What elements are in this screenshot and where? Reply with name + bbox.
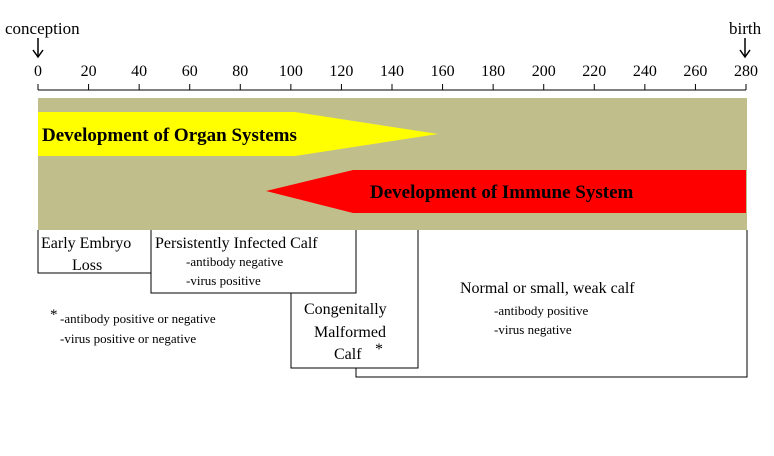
- axis-tick-label: 280: [734, 63, 758, 80]
- organ-systems-arrow: [38, 112, 438, 156]
- early-loss-box: [37, 230, 151, 274]
- axis-tick-label: 140: [380, 63, 404, 80]
- birth-label: birth: [729, 19, 762, 38]
- axis-tick-label: 120: [329, 63, 353, 80]
- malformed-box: [290, 230, 419, 369]
- malformed-line3: Calf: [334, 346, 362, 363]
- footnote-marker: *: [50, 307, 58, 323]
- early-loss-line2: Loss: [72, 257, 102, 274]
- immune-system-arrow: [266, 170, 746, 213]
- normal-title: Normal or small, weak calf: [460, 280, 635, 297]
- axis-tick-label: 40: [131, 63, 147, 80]
- organ-systems-label: Development of Organ Systems: [42, 125, 297, 146]
- conception-label: conception: [5, 19, 80, 38]
- axis-tick-label: 80: [232, 63, 248, 80]
- axis-tick-label: 180: [481, 63, 505, 80]
- persistent-note2: -virus positive: [186, 273, 261, 288]
- immune-system-label: Development of Immune System: [370, 182, 634, 203]
- axis-tick-label: 220: [582, 63, 606, 80]
- normal-note2: -virus negative: [494, 322, 572, 337]
- footnote-line1: -antibody positive or negative: [60, 311, 216, 326]
- birth-arrow-icon: [739, 38, 751, 59]
- axis-tick-label: 100: [279, 63, 303, 80]
- axis-tick-label: 0: [34, 63, 42, 80]
- axis-tick-labels: 0 20 40 60 80 100 120 140 160 180 200 220 240 260 280: [34, 63, 758, 80]
- malformed-line2: Malformed: [314, 324, 386, 341]
- axis-tick-label: 160: [431, 63, 455, 80]
- axis-tick-label: 60: [182, 63, 198, 80]
- normal-box: [355, 230, 748, 378]
- axis-tick-marks: [37, 84, 747, 90]
- axis-tick-label: 240: [633, 63, 657, 80]
- persistent-note1: -antibody negative: [186, 254, 283, 269]
- persistent-box: [150, 230, 357, 294]
- axis-tick-label: 20: [81, 63, 97, 80]
- footnote-line2: -virus positive or negative: [60, 331, 196, 346]
- axis-tick-label: 200: [532, 63, 556, 80]
- conception-arrow-icon: [32, 38, 44, 59]
- malformed-marker: *: [375, 341, 383, 358]
- early-loss-line1: Early Embryo: [41, 235, 131, 252]
- persistent-title: Persistently Infected Calf: [155, 235, 318, 252]
- malformed-line1: Congenitally: [304, 301, 387, 318]
- normal-note1: -antibody positive: [494, 303, 588, 318]
- axis-tick-label: 260: [683, 63, 707, 80]
